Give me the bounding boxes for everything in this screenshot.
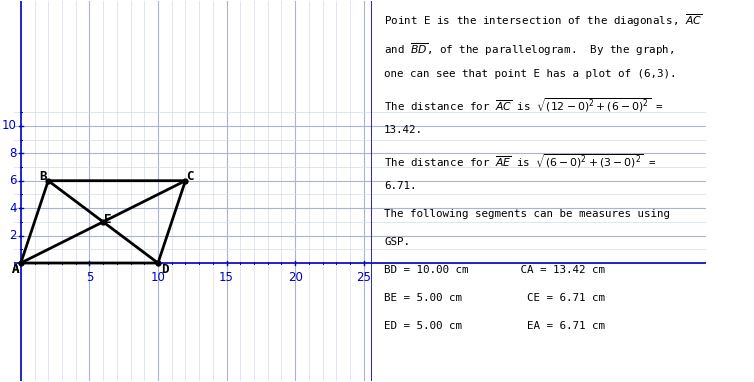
Text: A: A <box>12 263 20 276</box>
Text: 8: 8 <box>9 147 17 160</box>
Text: 20: 20 <box>288 270 302 283</box>
Text: E: E <box>104 213 112 226</box>
Text: BE = 5.00 cm          CE = 6.71 cm: BE = 5.00 cm CE = 6.71 cm <box>384 293 605 303</box>
Text: BD = 10.00 cm        CA = 13.42 cm: BD = 10.00 cm CA = 13.42 cm <box>384 265 605 275</box>
Text: 2: 2 <box>9 229 17 242</box>
Text: 15: 15 <box>219 270 234 283</box>
Text: 6: 6 <box>9 174 17 187</box>
Text: and $\overline{BD}$, of the parallelogram.  By the graph,: and $\overline{BD}$, of the parallelogra… <box>384 41 674 58</box>
Text: one can see that point E has a plot of (6,3).: one can see that point E has a plot of (… <box>384 69 676 79</box>
Text: Point E is the intersection of the diagonals, $\overline{AC}$: Point E is the intersection of the diago… <box>384 13 702 29</box>
Text: 6.71.: 6.71. <box>384 181 416 191</box>
Text: 13.42.: 13.42. <box>384 125 423 135</box>
Text: The distance for $\overline{AC}$ is $\sqrt{(12-0)^2 + (6-0)^2}$ =: The distance for $\overline{AC}$ is $\sq… <box>384 97 664 114</box>
Text: The following segments can be measures using: The following segments can be measures u… <box>384 209 670 219</box>
Text: B: B <box>39 170 47 183</box>
Text: C: C <box>186 170 194 183</box>
Text: GSP.: GSP. <box>384 237 410 247</box>
Text: 25: 25 <box>357 270 371 283</box>
Text: 10: 10 <box>2 119 17 132</box>
Text: D: D <box>161 263 169 276</box>
Text: ED = 5.00 cm          EA = 6.71 cm: ED = 5.00 cm EA = 6.71 cm <box>384 321 605 332</box>
Text: 5: 5 <box>86 270 93 283</box>
Text: The distance for $\overline{AE}$ is $\sqrt{(6-0)^2 + (3-0)^2}$ =: The distance for $\overline{AE}$ is $\sq… <box>384 153 656 170</box>
Text: 10: 10 <box>151 270 165 283</box>
Text: 4: 4 <box>9 202 17 215</box>
Text: A: A <box>12 263 20 276</box>
